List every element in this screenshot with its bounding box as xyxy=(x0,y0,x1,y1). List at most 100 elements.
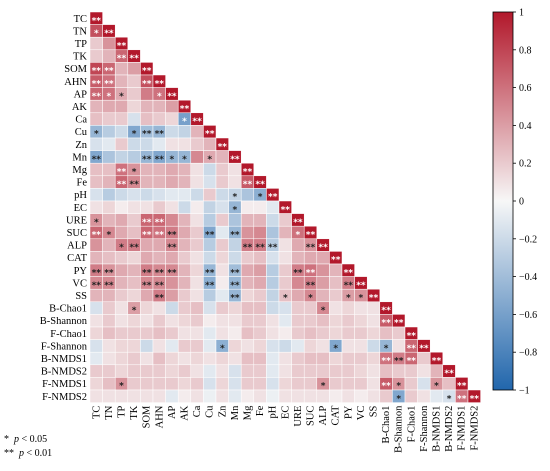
significance-marker: ** xyxy=(381,357,391,367)
heatmap-cell-URE-Fe xyxy=(253,213,267,227)
significance-marker: ** xyxy=(381,319,391,329)
heatmap-cell-B-NMDS2-SOM xyxy=(140,364,154,378)
heatmap-cell-F-Chao1-CAT xyxy=(329,326,343,340)
heatmap-cell-F-Chao1-TK xyxy=(127,326,141,340)
heatmap-cell-AK-TC xyxy=(89,99,103,114)
row-label: Cu xyxy=(75,127,88,138)
significance-marker: ** xyxy=(205,231,215,241)
heatmap-cell-SS-Cu xyxy=(203,288,217,303)
row-label: AHN xyxy=(64,77,87,88)
significance-marker: * xyxy=(384,344,389,354)
heatmap-cell-F-NMDS1-Ca xyxy=(190,377,204,391)
heatmap-cell-F-Shannon-AK xyxy=(177,339,192,353)
significance-marker: * xyxy=(170,155,175,165)
significance-marker: * xyxy=(119,243,124,253)
heatmap-cell-F-NMDS2-SS xyxy=(366,389,381,403)
heatmap-cell-B-Shannon-SS xyxy=(366,314,381,328)
heatmap-cell-B-Chao1-AK xyxy=(177,301,192,315)
significance-marker: ** xyxy=(255,243,265,253)
significance-marker: ** xyxy=(230,281,240,291)
heatmap-cell-B-NMDS1-pH xyxy=(266,351,280,366)
heatmap-cell-F-Shannon-PY xyxy=(341,339,355,353)
significance-marker: ** xyxy=(180,105,190,115)
column-label: SUC xyxy=(306,406,317,426)
significance-marker: * xyxy=(207,155,212,165)
row-label: B-Shannon xyxy=(40,316,88,327)
significance-marker: ** xyxy=(369,294,379,304)
heatmap-cell-PY-ALP xyxy=(316,263,330,277)
heatmap-cell-VC-AK xyxy=(177,276,192,290)
significance-marker: ** xyxy=(344,281,354,291)
heatmap-cell-SS-Mg xyxy=(240,288,255,303)
heatmap-cell-EC-Zn xyxy=(215,200,229,214)
heatmap-cell-Zn-SOM xyxy=(140,137,154,151)
column-label: TC xyxy=(91,406,102,419)
column-label: B-NMDS1 xyxy=(432,406,443,452)
heatmap-cell-AP-SOM xyxy=(140,87,154,101)
heatmap-cell-B-NMDS1-Cu xyxy=(203,351,217,366)
significance-marker: * xyxy=(119,92,124,102)
heatmap-cell-B-NMDS1-TN xyxy=(102,351,116,366)
heatmap-cell-Zn-TN xyxy=(102,137,116,151)
heatmap-cell-B-Chao1-VC xyxy=(354,301,368,315)
heatmap-cell-B-NMDS1-TP xyxy=(114,351,129,366)
heatmap-cell-B-Shannon-SOM xyxy=(140,314,154,328)
heatmap-cell-B-NMDS2-Cu xyxy=(203,364,217,378)
heatmap-cell-F-NMDS2-Mn xyxy=(228,389,242,403)
significance-marker: * xyxy=(346,294,351,304)
heatmap-cell-F-Chao1-pH xyxy=(266,326,280,340)
heatmap-cell-Fe-AK xyxy=(177,175,192,189)
column-label: TN xyxy=(104,405,115,419)
heatmap-cell-Fe-AP xyxy=(165,175,179,189)
significance-marker: * xyxy=(333,344,338,354)
heatmap-cell-F-NMDS1-Fe xyxy=(253,377,267,391)
heatmap-cell-B-Shannon-TN xyxy=(102,314,116,328)
heatmap-cell-F-NMDS1-TC xyxy=(89,377,103,391)
heatmap-cell-F-NMDS1-B-NMDS2 xyxy=(442,377,456,391)
heatmap-cell-F-NMDS2-TP xyxy=(114,389,129,403)
heatmap-cell-F-NMDS2-EC xyxy=(278,389,292,403)
colorbar-tick-label: −1 xyxy=(519,386,530,397)
significance-marker: ** xyxy=(457,382,467,392)
heatmap-cell-F-NMDS2-TN xyxy=(102,389,116,403)
significance-marker: ** xyxy=(306,231,316,241)
heatmap-cell-SUC-Ca xyxy=(190,225,204,240)
heatmap-cell-F-NMDS1-CAT xyxy=(329,377,343,391)
significance-marker: ** xyxy=(155,218,165,228)
heatmap-cell-B-Shannon-Ca xyxy=(190,314,204,328)
heatmap-cell-F-Chao1-Ca xyxy=(190,326,204,340)
heatmap-cell-SS-TP xyxy=(114,288,129,303)
heatmap-cell-B-Chao1-EC xyxy=(278,301,292,315)
significance-marker: * xyxy=(220,344,225,354)
heatmap-cell-Fe-AHN xyxy=(152,175,166,189)
significance-marker: ** xyxy=(457,394,467,404)
heatmap-cell-F-NMDS2-Ca xyxy=(190,389,204,403)
heatmap-cell-URE-Zn xyxy=(215,213,229,227)
column-label: CAT xyxy=(331,405,342,425)
heatmap-cell-F-Chao1-EC xyxy=(278,326,292,340)
heatmap-cell-B-NMDS1-TK xyxy=(127,351,141,366)
heatmap-cell-CAT-Cu xyxy=(203,251,217,265)
heatmap-cell-F-NMDS1-Mn xyxy=(228,377,242,391)
heatmap-cell-F-NMDS1-SS xyxy=(366,377,381,391)
heatmap-cell-F-NMDS2-URE xyxy=(291,389,305,403)
heatmap-cell-SS-AK xyxy=(177,288,192,303)
heatmap-cell-ALP-Ca xyxy=(190,238,204,252)
significance-marker: ** xyxy=(142,67,152,77)
heatmap-cell-F-NMDS1-F-Shannon xyxy=(417,377,431,391)
heatmap-cell-B-NMDS2-ALP xyxy=(316,364,330,378)
heatmap-cell-AHN-TP xyxy=(114,74,129,88)
heatmap-cell-PY-TP xyxy=(114,263,129,277)
heatmap-cell-ALP-Cu xyxy=(203,238,217,252)
row-label: EC xyxy=(74,203,87,214)
heatmap-cell-F-Shannon-Fe xyxy=(253,339,267,353)
heatmap-cell-VC-Ca xyxy=(190,276,204,290)
column-label: B-Chao1 xyxy=(381,406,392,444)
heatmap-cell-B-NMDS1-AHN xyxy=(152,351,166,366)
significance-marker: * xyxy=(94,29,99,39)
heatmap-cell-SOM-TP xyxy=(114,62,129,76)
heatmap-cell-pH-AHN xyxy=(152,188,166,202)
significance-marker: ** xyxy=(230,268,240,278)
heatmap-cell-CAT-pH xyxy=(266,251,280,265)
heatmap-cell-CAT-TN xyxy=(102,251,116,265)
